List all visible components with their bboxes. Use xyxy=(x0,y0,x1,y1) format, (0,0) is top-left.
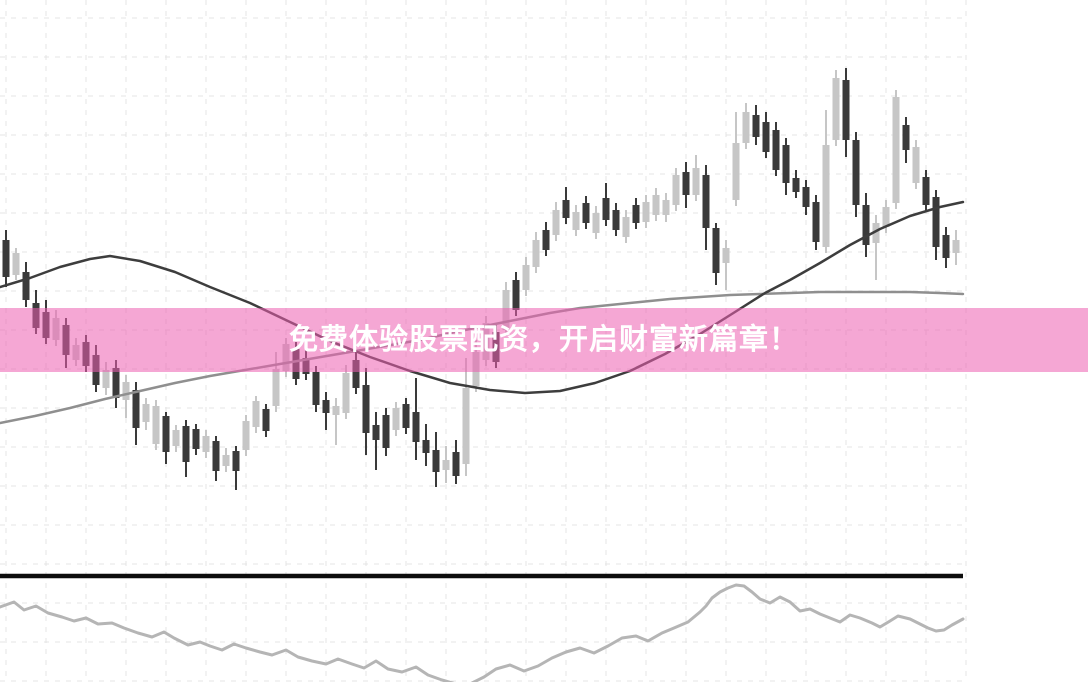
promo-banner-text: 免费体验股票配资，开启财富新篇章！ xyxy=(288,324,799,356)
promo-banner[interactable]: 免费体验股票配资，开启财富新篇章！ xyxy=(0,308,1088,372)
lower-indicator-line xyxy=(0,583,965,682)
candles-layer xyxy=(2,68,960,490)
moving-average-dark-line xyxy=(0,200,965,395)
